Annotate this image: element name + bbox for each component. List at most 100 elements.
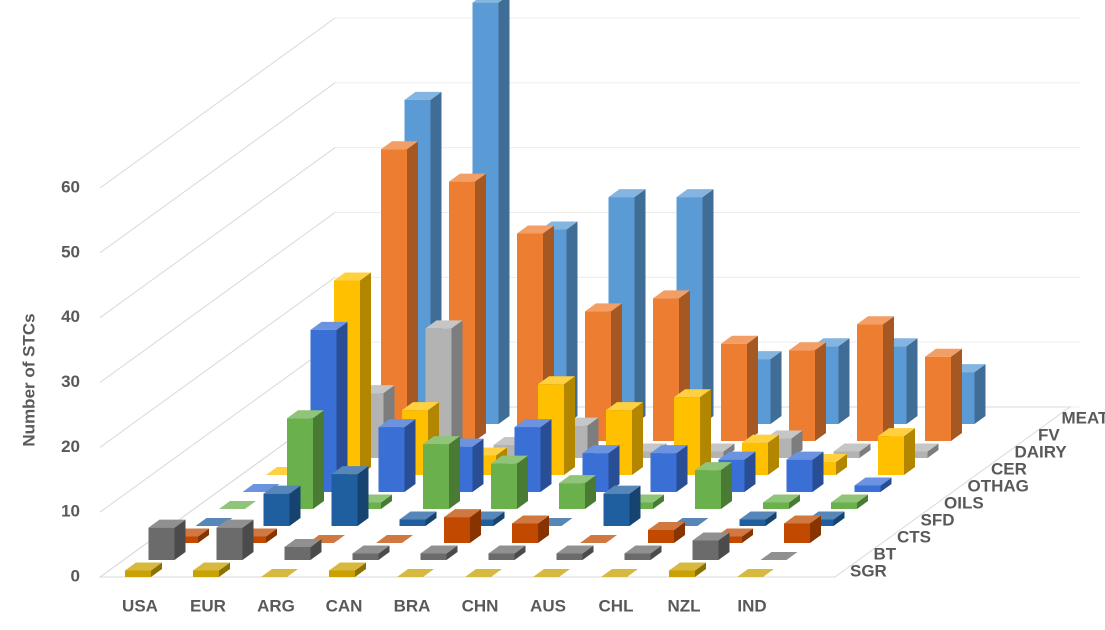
bar-face [512, 524, 538, 543]
bar-face [737, 569, 774, 577]
bar-face [353, 554, 379, 560]
bar [264, 486, 301, 526]
bar [559, 475, 596, 509]
bar-face [815, 342, 826, 441]
bar [149, 520, 186, 560]
x-tick-label: BRA [394, 596, 431, 615]
y-tick-label: 30 [61, 372, 80, 391]
x-tick-label: CHN [462, 596, 499, 615]
bar-face [904, 428, 915, 475]
bar [421, 546, 458, 560]
bar [855, 478, 892, 492]
bar-face [784, 524, 810, 543]
bar-face [358, 466, 369, 526]
bar-face [625, 554, 651, 560]
bar [353, 546, 390, 560]
bar [721, 336, 758, 441]
bar-face [475, 174, 486, 441]
grid-line [100, 18, 335, 188]
y-tick-label: 40 [61, 307, 80, 326]
bar-face [360, 273, 371, 476]
bar [533, 569, 570, 577]
bar-face [449, 436, 460, 509]
bar [219, 501, 256, 509]
grid-line [100, 83, 335, 253]
bar-face [285, 547, 311, 560]
bar [491, 456, 528, 509]
bar-face [559, 483, 585, 509]
bar [648, 522, 685, 543]
legend-label: MEAT [1062, 408, 1105, 427]
bar-face [695, 470, 721, 509]
bar-face [651, 453, 677, 492]
bar [193, 563, 230, 577]
bar-face [219, 501, 256, 509]
bar-face [533, 569, 570, 577]
bar-face [423, 444, 449, 509]
bar-face [839, 338, 850, 424]
bar [925, 349, 962, 441]
bar [789, 342, 826, 441]
bar-face [747, 336, 758, 441]
y-axis-label: Number of STCs [19, 313, 38, 446]
x-tick-label: CAN [326, 596, 363, 615]
bar-face [635, 189, 646, 424]
bar-face [878, 436, 904, 475]
x-tick-label: EUR [190, 596, 226, 615]
bar [787, 452, 824, 492]
bar [332, 466, 369, 526]
bar-face [405, 419, 416, 492]
bar-face [421, 554, 447, 560]
bar [400, 512, 437, 526]
bar-face [217, 528, 243, 560]
bar [125, 563, 162, 577]
bar [669, 563, 706, 577]
bar [397, 569, 434, 577]
y-tick-label: 50 [61, 242, 80, 261]
bar [763, 495, 800, 509]
bar [693, 533, 730, 560]
bar-face [564, 376, 575, 475]
bar [601, 569, 638, 577]
bar-face [609, 445, 620, 492]
bar-face [771, 351, 782, 424]
bar-face [557, 554, 583, 560]
bar-face [329, 571, 355, 577]
bar-face [951, 349, 962, 441]
bar-face [465, 569, 502, 577]
bar-face [721, 344, 747, 441]
bar [695, 462, 732, 509]
x-tick-label: IND [737, 596, 766, 615]
bar-face [400, 520, 426, 526]
bar [557, 546, 594, 560]
bar-face [379, 427, 405, 492]
bar-face [499, 0, 510, 424]
bar-face [740, 520, 766, 526]
bar [857, 316, 894, 441]
y-tick-label: 20 [61, 437, 80, 456]
bar-face [313, 410, 324, 509]
x-tick-label: AUS [530, 596, 566, 615]
bar [423, 436, 460, 509]
bar-face [444, 517, 470, 543]
grid-line [100, 148, 335, 318]
y-tick-label: 60 [61, 177, 80, 196]
bar-face [264, 494, 290, 526]
bar [761, 552, 798, 560]
bar-face [632, 402, 643, 475]
bar [784, 516, 821, 543]
y-tick-label: 0 [71, 566, 80, 585]
bar-face [693, 541, 719, 560]
bar-face [332, 474, 358, 526]
bar-face [489, 554, 515, 560]
x-tick-label: CHL [599, 596, 634, 615]
bar-face [831, 503, 857, 509]
bar-face [473, 439, 484, 492]
bar-face [601, 569, 638, 577]
bar-face [975, 364, 986, 424]
bar [878, 428, 915, 475]
bar [737, 569, 774, 577]
bar-face [761, 552, 798, 560]
bar-face [397, 569, 434, 577]
bar [651, 445, 688, 492]
